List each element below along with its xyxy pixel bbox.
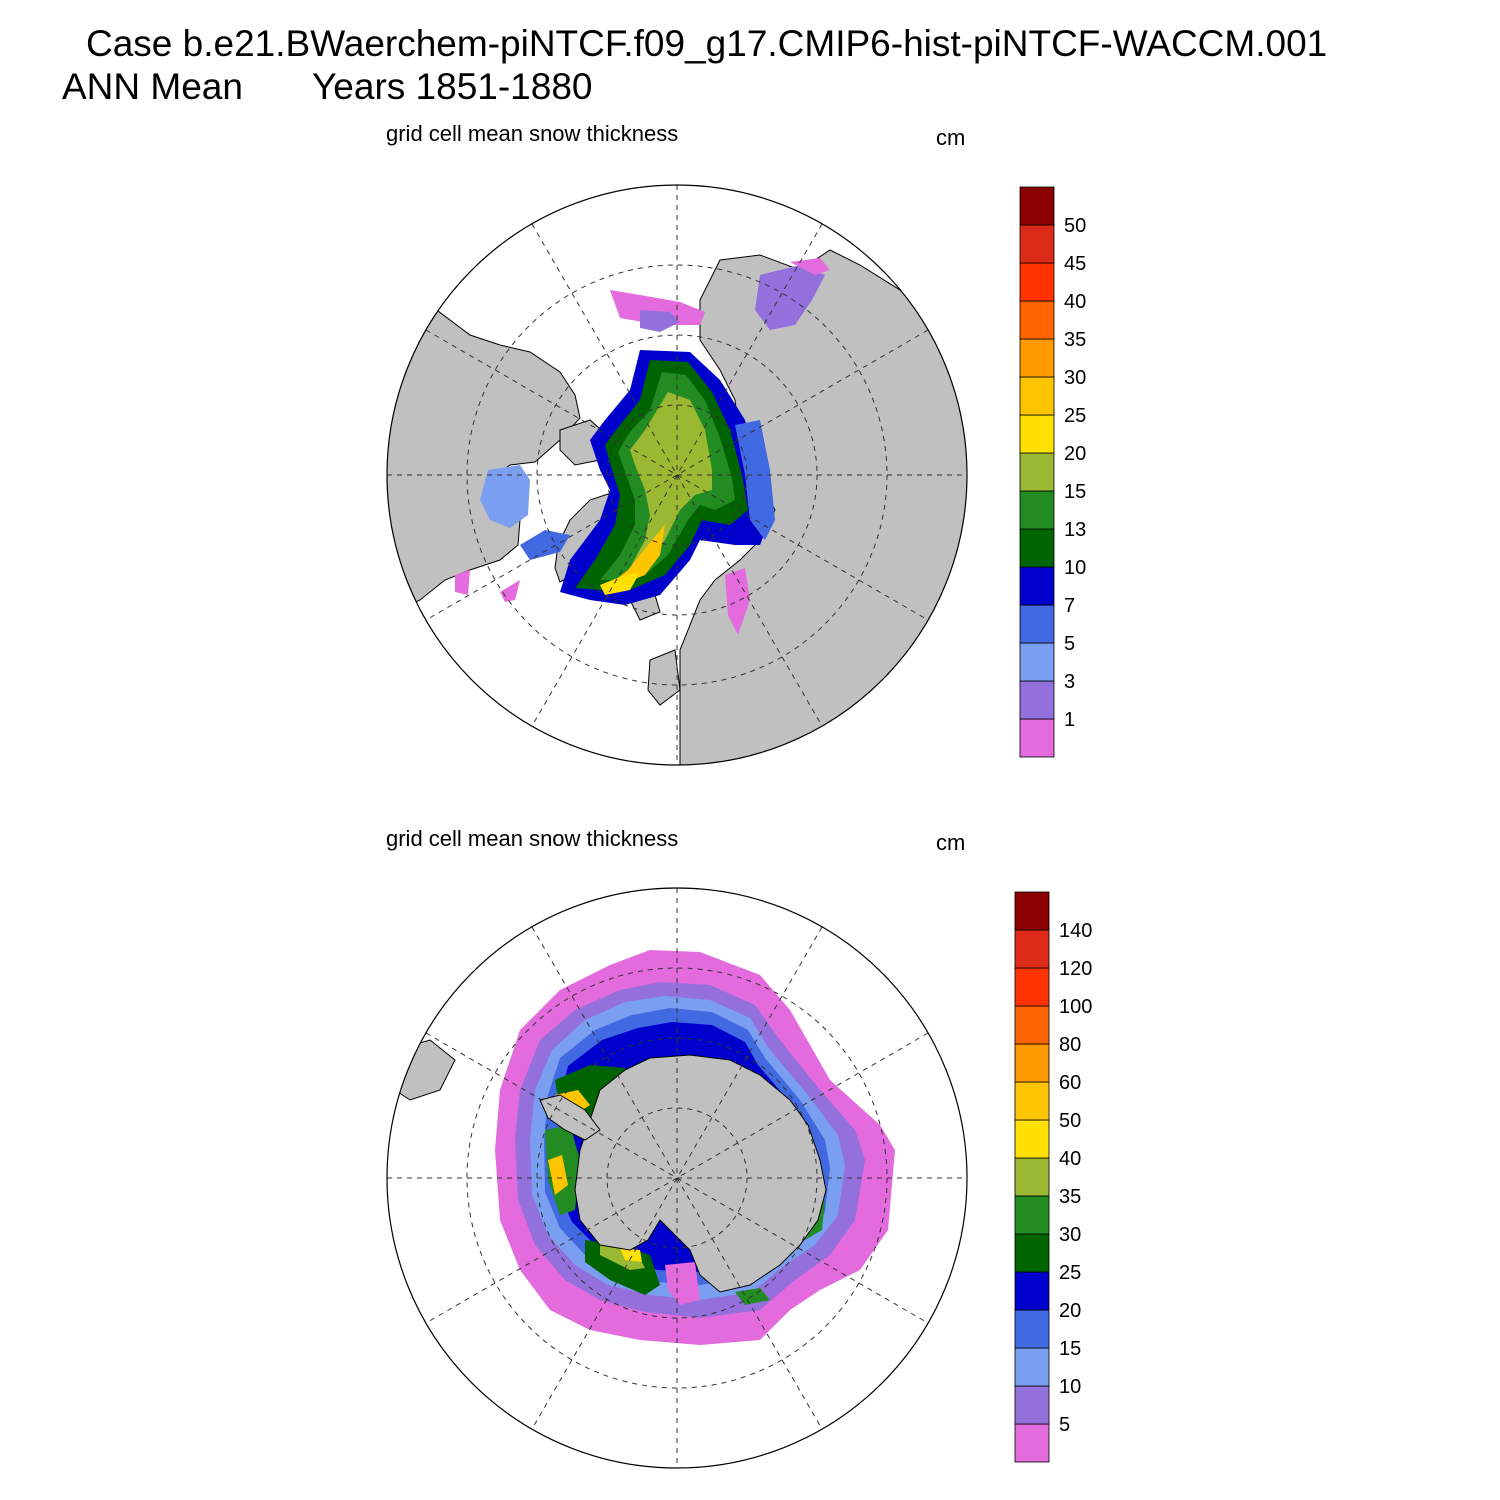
colorbar-swatch (1014, 1005, 1050, 1045)
arctic-map-border (386, 184, 968, 766)
arctic-panel-title: grid cell mean snow thickness (386, 121, 678, 146)
colorbar-swatch (1019, 680, 1055, 720)
antarctic-panel-title: grid cell mean snow thickness (386, 826, 678, 851)
colorbar-tick-label: 50 (1059, 1110, 1081, 1132)
colorbar-swatch (1019, 604, 1055, 644)
colorbar-swatch (1014, 1347, 1050, 1387)
colorbar-tick-label: 25 (1064, 405, 1086, 427)
season-label: ANN Mean (62, 66, 243, 107)
colorbar-tick-label: 60 (1059, 1072, 1081, 1094)
colorbar-swatch (1014, 1271, 1050, 1311)
colorbar-swatch (1019, 566, 1055, 606)
colorbar-tick-label: 15 (1059, 1338, 1081, 1360)
colorbar-swatch (1014, 1385, 1050, 1425)
colorbar-tick-label: 20 (1059, 1300, 1081, 1322)
colorbar-swatch (1019, 300, 1055, 340)
antarctic-peninsula (539, 1094, 601, 1141)
colorbar-swatch (1019, 490, 1055, 530)
arctic-map (386, 184, 968, 766)
colorbar-swatch (1019, 452, 1055, 492)
case-title: Case b.e21.BWaerchem-piNTCF.f09_g17.CMIP… (86, 23, 1327, 64)
colorbar-swatch (1014, 1233, 1050, 1273)
colorbar-tick-label: 5 (1059, 1414, 1070, 1436)
colorbar-tick-label: 35 (1059, 1186, 1081, 1208)
colorbar-tick-label: 40 (1064, 291, 1086, 313)
colorbar-swatch (1014, 1423, 1050, 1463)
colorbar-swatch (1014, 929, 1050, 969)
colorbar-tick-label: 25 (1059, 1262, 1081, 1284)
colorbar-tick-label: 45 (1064, 253, 1086, 275)
colorbar-tick-label: 30 (1064, 367, 1086, 389)
antarctic-units: cm (936, 830, 965, 855)
colorbar-swatch (1019, 414, 1055, 454)
colorbar-tick-label: 1 (1064, 709, 1075, 731)
antarctic-colorbar: 5 10 15 20 25 30 35 40 50 60 80 100 120 140 (1014, 891, 1092, 1463)
colorbar-swatch (1014, 1081, 1050, 1121)
colorbar-swatch (1019, 376, 1055, 416)
colorbar-swatch (1019, 338, 1055, 378)
colorbar-tick-label: 35 (1064, 329, 1086, 351)
antarctica-land (574, 1054, 827, 1293)
colorbar-swatch (1019, 186, 1055, 226)
colorbar-tick-label: 7 (1064, 595, 1075, 617)
colorbar-tick-label: 100 (1059, 996, 1092, 1018)
colorbar-swatch (1014, 967, 1050, 1007)
colorbar-tick-label: 10 (1064, 557, 1086, 579)
colorbar-swatch (1019, 642, 1055, 682)
colorbar-tick-label: 13 (1064, 519, 1086, 541)
colorbar-swatch (1019, 262, 1055, 302)
colorbar-swatch (1019, 718, 1055, 758)
colorbar-swatch (1014, 1157, 1050, 1197)
colorbar-tick-label: 10 (1059, 1376, 1081, 1398)
colorbar-tick-label: 80 (1059, 1034, 1081, 1056)
antarctic-map (386, 887, 968, 1469)
arctic-snow-field (455, 258, 830, 635)
colorbar-tick-label: 20 (1064, 443, 1086, 465)
colorbar-tick-label: 15 (1064, 481, 1086, 503)
colorbar-swatch (1014, 1043, 1050, 1083)
colorbar-tick-label: 120 (1059, 958, 1092, 980)
colorbar-tick-label: 5 (1064, 633, 1075, 655)
arctic-panel: grid cell mean snow thickness cm (386, 121, 1086, 766)
arctic-units: cm (936, 125, 965, 150)
colorbar-tick-label: 40 (1059, 1148, 1081, 1170)
colorbar-swatch (1014, 891, 1050, 931)
colorbar-swatch (1014, 1119, 1050, 1159)
colorbar-swatch (1019, 224, 1055, 264)
arctic-graticule (387, 185, 967, 765)
colorbar-tick-label: 3 (1064, 671, 1075, 693)
colorbar-swatch (1014, 1195, 1050, 1235)
colorbar-tick-label: 50 (1064, 215, 1086, 237)
antarctic-panel: grid cell mean snow thickness cm (386, 826, 1092, 1469)
colorbar-tick-label: 30 (1059, 1224, 1081, 1246)
antarctic-graticule (387, 888, 967, 1468)
colorbar-swatch (1014, 1309, 1050, 1349)
years-label: Years 1851-1880 (312, 66, 592, 107)
antarctic-map-border (386, 887, 968, 1469)
colorbar-tick-label: 140 (1059, 920, 1092, 942)
colorbar-swatch (1019, 528, 1055, 568)
